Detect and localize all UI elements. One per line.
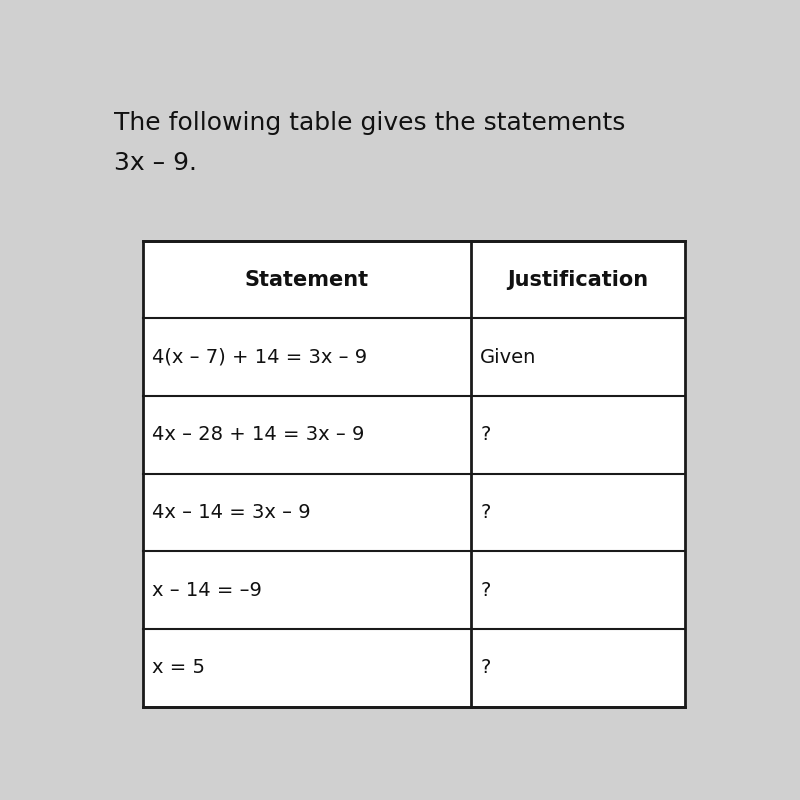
Text: x – 14 = –9: x – 14 = –9 <box>152 581 262 600</box>
Text: ?: ? <box>480 426 490 444</box>
Text: 4x – 28 + 14 = 3x – 9: 4x – 28 + 14 = 3x – 9 <box>152 426 364 444</box>
Text: x = 5: x = 5 <box>152 658 205 678</box>
Text: The following table gives the statements: The following table gives the statements <box>114 111 626 135</box>
Text: ?: ? <box>480 581 490 600</box>
Bar <box>142 241 685 706</box>
Text: ?: ? <box>480 503 490 522</box>
Text: 4x – 14 = 3x – 9: 4x – 14 = 3x – 9 <box>152 503 310 522</box>
Text: Given: Given <box>480 348 537 366</box>
Text: 4(x – 7) + 14 = 3x – 9: 4(x – 7) + 14 = 3x – 9 <box>152 348 367 366</box>
Text: Justification: Justification <box>507 270 649 290</box>
Text: ?: ? <box>480 658 490 678</box>
Text: 3x – 9.: 3x – 9. <box>114 151 197 175</box>
Text: Statement: Statement <box>245 270 369 290</box>
